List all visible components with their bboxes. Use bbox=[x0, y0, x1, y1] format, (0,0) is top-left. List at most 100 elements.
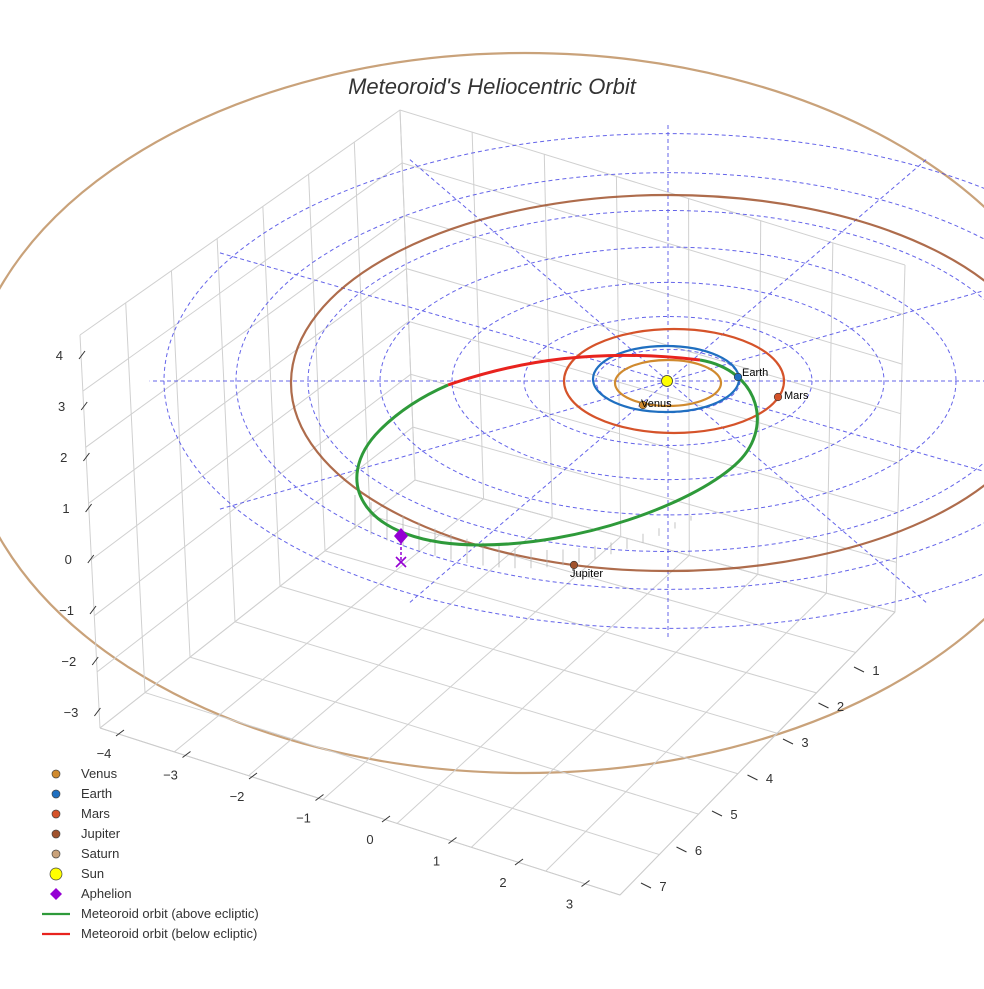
y-tick-label: 2 bbox=[837, 699, 844, 714]
grid-line bbox=[414, 479, 896, 613]
sun-point bbox=[661, 375, 673, 387]
x-tick bbox=[581, 880, 590, 887]
grid-line bbox=[825, 242, 834, 594]
grid-line bbox=[262, 206, 281, 587]
venus-orbit bbox=[613, 358, 723, 408]
grid-line bbox=[125, 302, 146, 693]
legend-label: Jupiter bbox=[81, 826, 121, 841]
ecliptic-grid bbox=[149, 124, 984, 638]
ecliptic-spoke bbox=[667, 380, 984, 472]
saturn-orbit bbox=[0, 52, 984, 774]
x-tick-label: −2 bbox=[230, 789, 245, 804]
grid-line bbox=[88, 268, 901, 504]
jupiter-label: Jupiter bbox=[570, 568, 603, 580]
axis-line bbox=[619, 611, 896, 896]
grid-line bbox=[353, 142, 371, 516]
x-tick bbox=[315, 794, 324, 801]
y-tick bbox=[676, 846, 687, 853]
ecliptic-spoke bbox=[667, 158, 928, 382]
grid-line bbox=[91, 320, 900, 560]
grid-line bbox=[396, 555, 690, 824]
grid-line bbox=[688, 198, 690, 556]
y-tick bbox=[853, 666, 865, 673]
z-tick-label: −1 bbox=[59, 603, 74, 618]
legend-item: Meteoroid orbit (below ecliptic) bbox=[40, 924, 259, 944]
x-tick-label: 3 bbox=[566, 897, 573, 912]
venus-point bbox=[638, 400, 648, 410]
grid-line bbox=[234, 621, 739, 775]
legend-label: Sun bbox=[81, 866, 105, 881]
y-tick-label: 1 bbox=[872, 663, 879, 678]
y-tick-label: 4 bbox=[766, 771, 773, 786]
legend-symbol bbox=[40, 804, 74, 824]
legend-symbol bbox=[40, 844, 74, 864]
z-tick bbox=[91, 656, 99, 666]
x-tick-label: 0 bbox=[366, 832, 373, 847]
earth-point bbox=[733, 372, 743, 382]
legend-marker bbox=[50, 888, 62, 900]
z-tick bbox=[80, 401, 88, 411]
y-tick-label: 6 bbox=[695, 843, 702, 858]
grid-line bbox=[471, 573, 759, 848]
grid-line bbox=[894, 264, 906, 613]
axis-line bbox=[99, 727, 621, 896]
z-tick bbox=[78, 350, 86, 360]
x-tick bbox=[115, 729, 125, 737]
grid-line bbox=[189, 656, 699, 815]
z-tick bbox=[87, 554, 95, 564]
legend-label: Meteoroid orbit (above ecliptic) bbox=[81, 906, 259, 921]
legend-item: Jupiter bbox=[40, 824, 259, 844]
y-tick-label: 3 bbox=[801, 735, 808, 750]
legend-label: Saturn bbox=[81, 846, 120, 861]
grid-line bbox=[322, 536, 622, 800]
legend-item: Mars bbox=[40, 804, 259, 824]
grid-line bbox=[545, 592, 827, 872]
x-tick bbox=[381, 815, 391, 823]
x-tick bbox=[248, 772, 258, 780]
ecliptic-spoke bbox=[667, 380, 928, 604]
ecliptic-spoke bbox=[667, 290, 984, 382]
x-tick-label: −4 bbox=[97, 746, 112, 761]
x-tick-label: 2 bbox=[499, 875, 506, 890]
grid-line bbox=[308, 174, 326, 551]
legend-label: Venus bbox=[81, 766, 118, 781]
z-tick-label: −3 bbox=[64, 705, 79, 720]
grid-line bbox=[173, 498, 484, 753]
y-tick bbox=[747, 774, 758, 781]
grid-line bbox=[99, 479, 896, 729]
grid-line bbox=[471, 132, 485, 499]
y-tick bbox=[711, 810, 723, 817]
z-tick-label: 2 bbox=[60, 450, 67, 465]
legend: Venus Earth Mars Jupiter Saturn Sun Aphelion Me… bbox=[40, 764, 259, 944]
grid-line bbox=[399, 109, 416, 481]
legend-label: Mars bbox=[81, 806, 110, 821]
legend-item: Aphelion bbox=[40, 884, 259, 904]
ecliptic-spoke bbox=[218, 380, 669, 510]
grid-line bbox=[93, 373, 899, 617]
z-tick-label: 3 bbox=[58, 399, 65, 414]
legend-marker bbox=[51, 789, 61, 799]
grid-line bbox=[85, 215, 903, 448]
z-tick-label: 4 bbox=[56, 348, 63, 363]
ecliptic-spoke bbox=[218, 252, 669, 382]
legend-marker bbox=[51, 769, 61, 779]
legend-marker bbox=[51, 829, 61, 839]
grid-line bbox=[144, 692, 660, 856]
legend-symbol bbox=[40, 784, 74, 804]
y-tick bbox=[818, 702, 829, 709]
grid-line bbox=[248, 517, 553, 777]
x-tick-label: −1 bbox=[296, 811, 311, 826]
meteoroid-orbit-above-ecliptic bbox=[355, 358, 759, 547]
x-tick bbox=[448, 837, 457, 844]
aphelion-projection-marker bbox=[395, 556, 407, 568]
z-tick bbox=[89, 605, 97, 615]
mars-orbit bbox=[562, 327, 786, 435]
x-tick bbox=[514, 858, 524, 866]
grid-line bbox=[369, 514, 856, 653]
legend-symbol bbox=[40, 884, 74, 904]
grid-line bbox=[279, 585, 778, 734]
jupiter-orbit bbox=[290, 193, 984, 573]
legend-item: Meteoroid orbit (above ecliptic) bbox=[40, 904, 259, 924]
grid-line bbox=[170, 270, 191, 658]
